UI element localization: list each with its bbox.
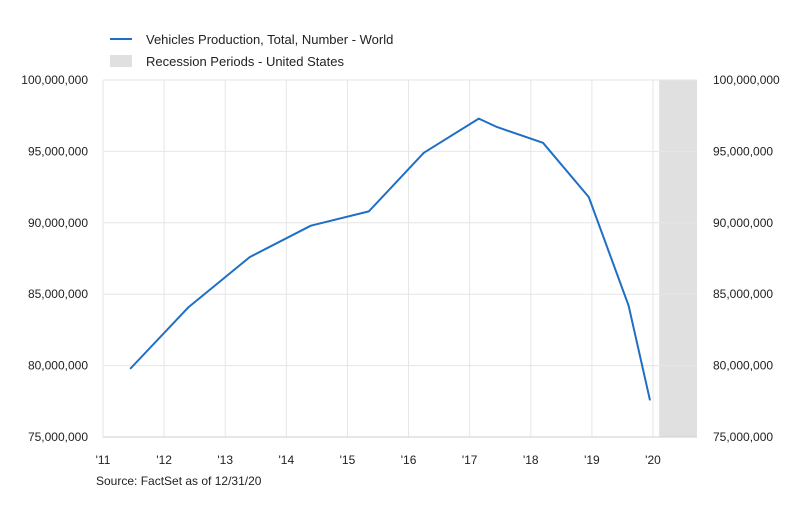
y-tick-label-left: 100,000,000 <box>21 73 88 87</box>
data-point <box>649 399 651 401</box>
legend-recession-label: Recession Periods - United States <box>146 53 344 69</box>
x-tick-label: '20 <box>645 453 661 467</box>
legend-item-series: Vehicles Production, Total, Number - Wor… <box>110 28 393 50</box>
y-tick-label-right: 95,000,000 <box>713 144 773 158</box>
data-point <box>423 152 425 154</box>
data-point <box>187 306 190 308</box>
x-tick-label: '12 <box>156 453 172 467</box>
x-tick-label: '15 <box>340 453 356 467</box>
data-point <box>588 196 590 198</box>
y-tick-label-right: 85,000,000 <box>713 287 773 301</box>
x-tick-label: '13 <box>217 453 233 467</box>
legend-series-label: Vehicles Production, Total, Number - Wor… <box>146 31 394 47</box>
legend-item-recession: Recession Periods - United States <box>110 50 393 72</box>
data-point <box>248 256 251 258</box>
data-point <box>368 210 370 213</box>
x-tick-label: '11 <box>96 453 111 467</box>
y-tick-label-left: 85,000,000 <box>28 287 88 301</box>
data-point <box>496 126 498 128</box>
x-tick-label: '17 <box>462 453 478 467</box>
data-point <box>627 304 630 307</box>
data-point <box>129 367 132 370</box>
data-point <box>542 142 544 144</box>
recession-layer <box>659 80 697 437</box>
legend: Vehicles Production, Total, Number - Wor… <box>110 28 393 72</box>
grid-layer <box>102 79 697 438</box>
x-tick-label: '14 <box>279 453 295 467</box>
x-tick-label: '19 <box>584 453 600 467</box>
x-tick-label: '16 <box>401 453 417 467</box>
data-point <box>478 117 480 120</box>
tick-layer: 75,000,000 75,000,000 80,000,000 80,000,000… <box>21 73 780 467</box>
series-line <box>129 117 651 401</box>
series-layer <box>129 117 651 401</box>
y-tick-label-left: 95,000,000 <box>28 144 88 158</box>
recession-band <box>659 80 697 437</box>
legend-recession-swatch <box>110 55 132 67</box>
y-tick-label-left: 90,000,000 <box>28 216 88 230</box>
y-tick-label-right: 80,000,000 <box>713 359 773 373</box>
data-point <box>309 224 312 227</box>
y-tick-label-right: 75,000,000 <box>713 430 773 444</box>
x-tick-label: '18 <box>523 453 539 467</box>
y-tick-label-right: 90,000,000 <box>713 216 773 230</box>
source-note: Source: FactSet as of 12/31/20 <box>96 474 262 488</box>
y-tick-label-left: 75,000,000 <box>28 430 88 444</box>
y-tick-label-left: 80,000,000 <box>28 359 88 373</box>
legend-line-swatch <box>110 38 132 40</box>
y-tick-label-right: 100,000,000 <box>713 73 780 87</box>
